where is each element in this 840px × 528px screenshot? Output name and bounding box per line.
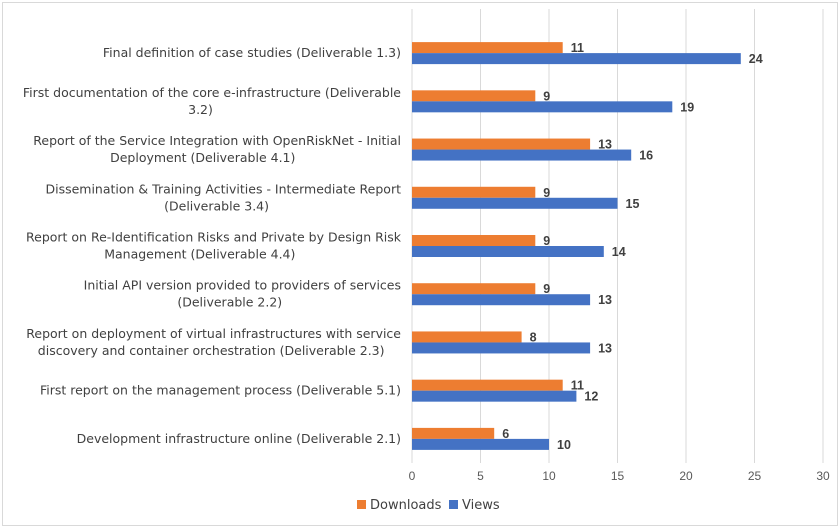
bar-downloads <box>412 138 591 150</box>
data-label-views: 16 <box>639 149 653 163</box>
x-tick-label: 5 <box>477 469 484 483</box>
data-label-views: 15 <box>626 197 640 211</box>
data-label-downloads: 9 <box>543 186 550 200</box>
x-tick-label: 10 <box>542 469 556 483</box>
bar-downloads <box>412 186 536 198</box>
data-label-views: 10 <box>557 438 571 452</box>
data-label-downloads: 9 <box>543 89 550 103</box>
category-label: Final definition of case studies (Delive… <box>103 45 401 60</box>
bar-downloads <box>412 283 536 295</box>
x-tick-label: 15 <box>611 469 625 483</box>
x-tick-label: 0 <box>409 469 416 483</box>
data-label-downloads: 6 <box>502 427 509 441</box>
data-label-views: 24 <box>749 52 763 66</box>
legend: Downloads Views <box>357 498 500 513</box>
bar-views <box>412 53 741 65</box>
bar-views <box>412 197 618 209</box>
legend-swatch-views <box>449 500 458 509</box>
bar-downloads <box>412 379 563 391</box>
x-tick-label: 20 <box>679 469 693 483</box>
bar-downloads <box>412 42 563 54</box>
bar-downloads <box>412 427 495 439</box>
gridlines <box>411 9 824 463</box>
data-label-views: 13 <box>598 341 612 355</box>
x-axis-ticks: 0 5 10 15 20 25 30 <box>409 469 830 483</box>
bar-downloads <box>412 90 536 102</box>
bar-views <box>412 149 632 161</box>
legend-swatch-downloads <box>357 500 366 509</box>
bar-views <box>412 438 549 450</box>
bars <box>412 42 741 450</box>
category-label: Report of the Service Integration with O… <box>33 133 401 165</box>
category-label: Development infrastructure online (Deliv… <box>77 431 401 446</box>
category-label: First documentation of the core e-infras… <box>23 85 401 117</box>
data-label-downloads: 11 <box>571 379 584 393</box>
x-tick-label: 25 <box>748 469 762 483</box>
data-label-downloads: 11 <box>571 41 584 55</box>
bar-views <box>412 390 577 402</box>
bar-downloads <box>412 235 536 246</box>
data-label-downloads: 8 <box>530 330 537 344</box>
category-label: Dissemination & Training Activities - In… <box>45 181 401 213</box>
data-label-downloads: 13 <box>598 138 612 152</box>
data-label-views: 19 <box>680 100 694 114</box>
data-label-views: 12 <box>584 390 598 404</box>
bar-views <box>412 246 604 257</box>
data-label-views: 13 <box>598 293 612 307</box>
category-label: Report on Re-Identification Risks and Pr… <box>26 230 402 262</box>
category-label: First report on the management process (… <box>40 383 401 398</box>
legend-label-views: Views <box>462 498 500 513</box>
data-label-downloads: 9 <box>543 234 550 248</box>
x-tick-label: 30 <box>816 469 830 483</box>
bar-views <box>412 101 673 113</box>
bar-downloads <box>412 331 522 343</box>
data-label-downloads: 9 <box>543 282 550 296</box>
bar-views <box>412 294 591 306</box>
bar-views <box>412 342 591 354</box>
data-label-views: 14 <box>612 245 626 259</box>
category-labels: Final definition of case studies (Delive… <box>23 45 402 446</box>
category-label: Report on deployment of virtual infrastr… <box>26 326 401 358</box>
legend-label-downloads: Downloads <box>370 498 442 513</box>
category-label: Initial API version provided to provider… <box>84 278 401 310</box>
